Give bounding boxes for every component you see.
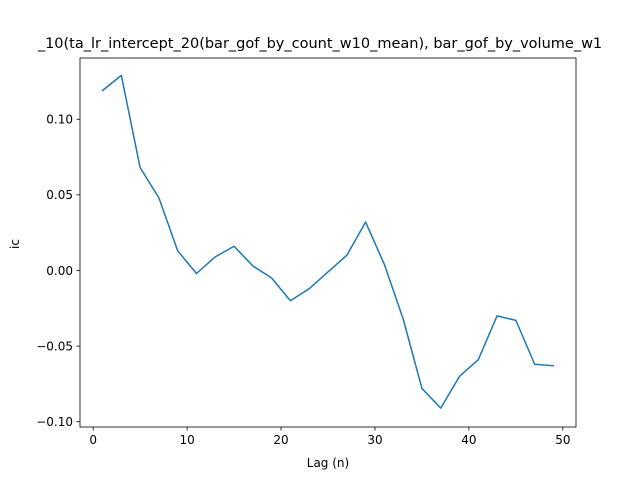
chart-title: _10(ta_lr_intercept_20(bar_gof_by_count_… <box>37 36 602 52</box>
x-tick-label: 30 <box>367 433 382 447</box>
x-tick-label: 20 <box>273 433 288 447</box>
y-tick-label: 0.10 <box>46 113 73 127</box>
y-axis-label: ic <box>8 239 22 249</box>
plot-area <box>79 57 577 428</box>
y-tick-label: 0.00 <box>46 264 73 278</box>
x-tick-label: 10 <box>179 433 194 447</box>
x-tick-label: 40 <box>461 433 476 447</box>
x-axis-ticks: 0 10 20 30 40 50 <box>89 427 570 447</box>
y-tick-label: −0.05 <box>36 339 73 353</box>
axes-frame <box>79 57 577 428</box>
x-tick-label: 50 <box>555 433 570 447</box>
series-line <box>101 74 555 409</box>
y-tick-label: −0.10 <box>36 415 73 429</box>
y-axis-ticks: −0.10 −0.05 0.00 0.05 0.10 <box>36 113 80 429</box>
x-axis-label: Lag (n) <box>307 456 349 470</box>
x-tick-label: 0 <box>89 433 97 447</box>
y-tick-label: 0.05 <box>46 188 73 202</box>
